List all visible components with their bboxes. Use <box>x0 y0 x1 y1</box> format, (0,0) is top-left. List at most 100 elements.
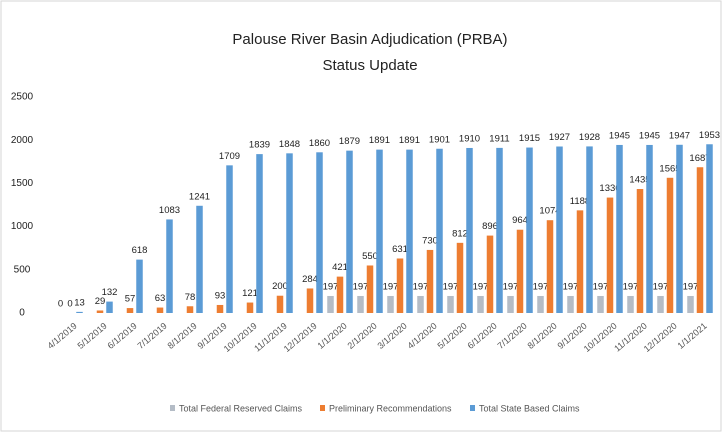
bar <box>136 259 143 313</box>
bar <box>196 205 203 313</box>
value-label: 1565 <box>659 163 680 174</box>
value-label: 1083 <box>159 205 180 216</box>
bar <box>276 295 284 313</box>
bar <box>417 295 424 313</box>
bar <box>606 197 614 313</box>
bar <box>627 295 634 313</box>
value-label: 1901 <box>429 134 450 145</box>
value-label: 1241 <box>189 191 210 202</box>
bar <box>586 146 593 313</box>
value-label: 1839 <box>249 140 270 151</box>
value-label: 1945 <box>609 130 630 141</box>
value-label: 132 <box>102 287 118 298</box>
bar <box>256 154 263 313</box>
value-label: 93 <box>215 290 226 301</box>
bar <box>216 304 224 313</box>
value-label: 1910 <box>459 133 480 144</box>
bar <box>576 210 584 313</box>
bar <box>556 146 563 313</box>
bar <box>166 219 173 313</box>
value-label: 1074 <box>539 206 560 217</box>
value-label: 197 <box>533 281 549 292</box>
legend-swatch <box>170 405 175 411</box>
bar <box>106 301 113 313</box>
y-tick-label: 500 <box>14 264 31 275</box>
bar <box>537 295 544 313</box>
bar <box>546 220 554 313</box>
value-label: 1891 <box>369 135 390 146</box>
bar <box>447 295 454 313</box>
value-label: 1911 <box>489 133 509 144</box>
bar <box>657 295 664 313</box>
bar <box>126 308 134 313</box>
bar <box>76 311 83 313</box>
value-label: 1687 <box>689 153 710 164</box>
bar <box>507 295 514 313</box>
bar <box>327 295 334 313</box>
bar <box>466 147 473 313</box>
bar <box>186 306 194 313</box>
value-label: 63 <box>155 293 166 304</box>
bar <box>666 177 674 313</box>
value-label: 197 <box>473 281 489 292</box>
bar <box>687 295 694 313</box>
value-label: 550 <box>362 251 378 262</box>
legend-label: Total Federal Reserved Claims <box>179 403 303 413</box>
bar <box>436 148 443 313</box>
y-tick-label: 1500 <box>11 178 34 189</box>
value-label: 13 <box>74 297 85 308</box>
legend-label: Preliminary Recommendations <box>329 403 452 413</box>
value-label: 1879 <box>339 136 360 147</box>
value-label: 1709 <box>219 151 240 162</box>
bar <box>246 302 254 313</box>
chart-subtitle: Status Update <box>322 57 417 74</box>
legend-swatch <box>470 405 475 411</box>
bar <box>336 276 344 313</box>
bar <box>156 307 164 313</box>
bar <box>646 144 653 313</box>
value-label: 618 <box>132 245 148 256</box>
bar <box>357 295 364 313</box>
bar <box>396 258 404 313</box>
value-label: 78 <box>185 292 196 303</box>
value-label: 1860 <box>309 138 330 149</box>
bar <box>496 147 503 313</box>
bar <box>696 167 704 313</box>
bar <box>477 295 484 313</box>
value-label: 197 <box>353 281 369 292</box>
value-label: 1927 <box>549 132 570 143</box>
value-label: 284 <box>302 274 318 285</box>
value-label: 197 <box>623 281 639 292</box>
value-label: 121 <box>242 288 258 299</box>
bar <box>616 144 623 313</box>
value-label: 197 <box>563 281 579 292</box>
bar <box>366 265 374 313</box>
bar <box>526 147 533 313</box>
value-label: 197 <box>653 281 669 292</box>
value-label: 1891 <box>399 135 420 146</box>
bar <box>426 249 434 313</box>
value-label: 812 <box>452 228 468 239</box>
value-label: 730 <box>422 235 438 246</box>
value-label: 1945 <box>639 130 660 141</box>
value-label: 197 <box>503 281 519 292</box>
value-label: 197 <box>383 281 399 292</box>
value-label: 200 <box>272 281 288 292</box>
y-tick-label: 1000 <box>11 221 34 232</box>
value-label: 197 <box>443 281 459 292</box>
y-tick-label: 0 <box>19 308 25 319</box>
value-label: 1435 <box>629 175 650 186</box>
value-label: 57 <box>125 294 136 305</box>
value-label: 1928 <box>579 132 600 143</box>
value-label: 1953 <box>699 130 720 141</box>
value-label: 197 <box>593 281 609 292</box>
bar <box>567 295 574 313</box>
value-label: 964 <box>512 215 528 226</box>
bar <box>387 295 394 313</box>
bar <box>597 295 604 313</box>
value-label: 1848 <box>279 139 300 150</box>
value-label: 0 <box>67 299 72 310</box>
bar <box>96 310 104 313</box>
bar <box>306 288 314 313</box>
